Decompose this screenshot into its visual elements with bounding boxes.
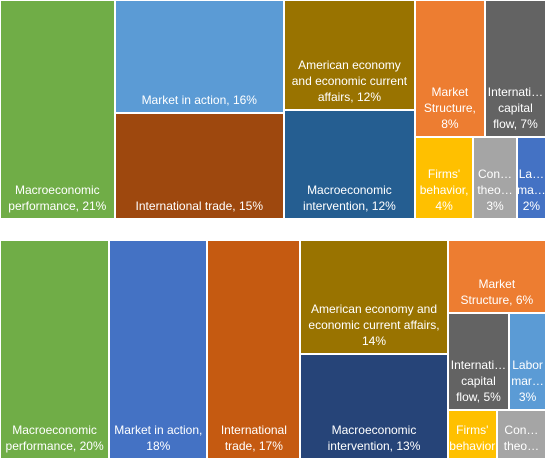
value-label: 4% (435, 199, 453, 213)
treemap-cell: Market Structure, 6% (447, 240, 546, 313)
treemap-cell: Macroeconomic performance, 21% (0, 0, 115, 219)
category-label: Firms' behavior, (419, 167, 469, 197)
treemap-cell: Market in action, 18% (109, 240, 208, 459)
cell-label: International trade, 15% (133, 198, 266, 218)
treemap-cell: International trade, 17% (207, 240, 301, 459)
cell-label: American economy and economic current af… (285, 57, 414, 109)
treemap-cell: American economy and economic current af… (300, 240, 448, 354)
category-label: Firms' behavior (449, 422, 496, 453)
cell-label: International trade, 17% (208, 422, 299, 458)
value-label: 21% (82, 199, 107, 213)
cell-label: Market Structure, 6% (449, 276, 545, 312)
cell-label: Internati… capital flow, 5% (449, 357, 508, 409)
value-label: 14% (361, 333, 387, 348)
treemap-cell: La… ma… 2% (516, 136, 546, 219)
treemap-cell: International trade, 15% (114, 113, 284, 219)
cell-label: La… ma… 2% (517, 166, 546, 218)
cell-label: Market in action, 16% (139, 92, 260, 112)
value-label: 8% (441, 116, 459, 131)
treemap-cell: Internati… capital flow, 7% (484, 0, 546, 137)
treemap: Macroeconomic performance, 21% Market in … (0, 0, 546, 219)
treemap-cell: Macroeconomic intervention, 12% (283, 109, 415, 219)
value-label: 15% (238, 198, 263, 213)
category-label: American economy and economic current af… (308, 301, 440, 332)
treemap-cell: Macroeconomic performance, 20% (0, 240, 110, 459)
cell-label: Firms' behavior (449, 422, 496, 458)
category-label: Market Structure, (460, 277, 516, 307)
value-label: 2% (522, 199, 541, 213)
value-label: 7% (520, 116, 538, 131)
category-label: Con… theo… (503, 422, 540, 453)
category-label: Macroeconomic performance, (8, 183, 100, 213)
category-label: Internati… capital flow, (487, 84, 544, 131)
cell-label: Internati… capital flow, 7% (486, 84, 545, 136)
treemap-cell: American economy and economic current af… (283, 0, 415, 110)
value-label: 13% (396, 438, 421, 453)
category-label: International trade, (220, 423, 287, 453)
category-label: Market in action, (114, 423, 203, 437)
treemap-cell: Con… theo… 3% (473, 136, 517, 219)
category-label: Macroeconomic intervention, (327, 422, 417, 453)
value-label: 5% (483, 390, 501, 405)
cell-label: Macroeconomic intervention, 13% (301, 422, 446, 458)
value-label: 16% (232, 93, 257, 108)
category-label: Macroeconomic intervention, (303, 183, 392, 213)
treemap-cell: Internati… capital flow, 5% (447, 313, 510, 411)
category-label: Market in action, (141, 93, 230, 108)
value-label: 20% (79, 439, 104, 453)
cell-label: Market in action, 18% (110, 422, 206, 458)
treemap-cell: Labor mar… 3% (509, 313, 546, 411)
treemap-cell: Market in action, 16% (114, 0, 284, 114)
value-label: 12% (371, 199, 396, 213)
treemap-cell: Macroeconomic intervention, 13% (300, 353, 448, 459)
category-label: La… ma… (517, 167, 546, 197)
cell-label: Firms' behavior, 4% (416, 166, 472, 218)
value-label: 3% (486, 199, 504, 213)
treemap-cell: Con… theo… (496, 410, 546, 459)
category-label: Con… theo… (477, 167, 513, 197)
category-label: Market Structure, (423, 84, 476, 115)
value-label: 3% (518, 390, 537, 405)
category-label: International trade, (135, 198, 236, 213)
category-label: American economy and economic current af… (291, 57, 408, 104)
cell-label: Con… theo… (498, 422, 545, 458)
cell-label: Con… theo… 3% (474, 166, 516, 218)
category-label: Internati… capital flow, (450, 358, 507, 405)
cell-label: Macroeconomic performance, 20% (1, 422, 108, 458)
category-label: Labor mar… (511, 358, 544, 389)
value-label: 17% (258, 439, 283, 453)
cell-label: American economy and economic current af… (301, 301, 446, 353)
cell-label: Macroeconomic performance, 21% (1, 182, 114, 218)
cell-label: Macroeconomic intervention, 12% (285, 182, 414, 218)
cell-label: Labor mar… 3% (510, 357, 545, 409)
category-label: Macroeconomic performance, (5, 423, 97, 453)
treemap-cell: Firms' behavior, 4% (414, 136, 474, 219)
treemap-cell: Market Structure, 8% (414, 0, 485, 137)
cell-label: Market Structure, 8% (416, 84, 484, 136)
treemap-cell: Firms' behavior (447, 410, 497, 459)
value-label: 18% (146, 439, 171, 453)
treemap: Macroeconomic performance, 20% Market in … (0, 240, 546, 459)
value-label: 6% (515, 293, 534, 307)
value-label: 12% (356, 89, 381, 104)
